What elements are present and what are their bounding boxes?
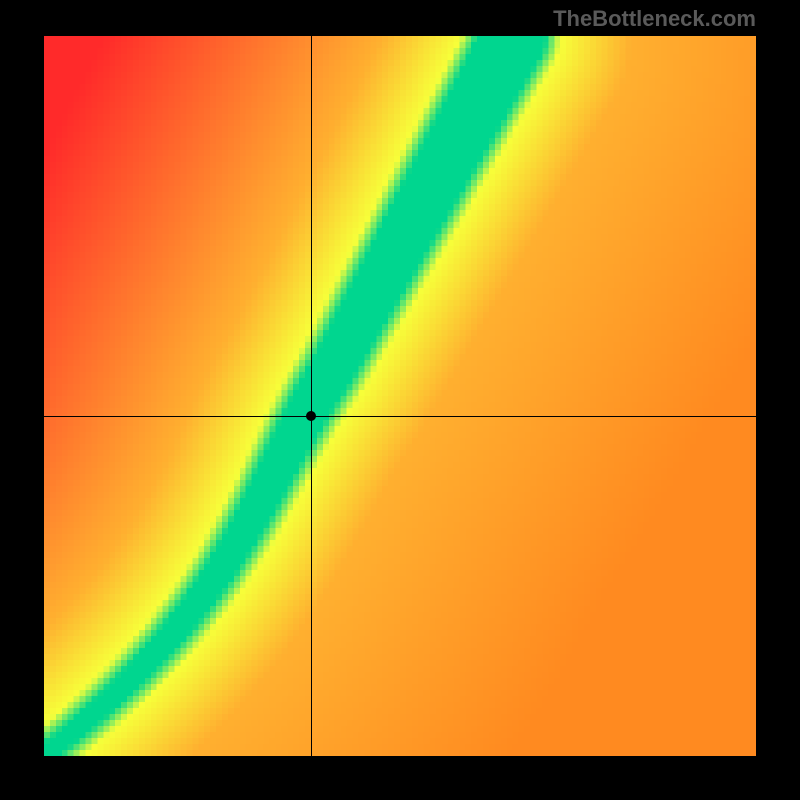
crosshair-vertical xyxy=(311,36,312,756)
marker-dot xyxy=(306,411,316,421)
heatmap-canvas xyxy=(44,36,756,756)
heatmap-plot xyxy=(44,36,756,756)
watermark-text: TheBottleneck.com xyxy=(553,6,756,32)
crosshair-horizontal xyxy=(44,416,756,417)
